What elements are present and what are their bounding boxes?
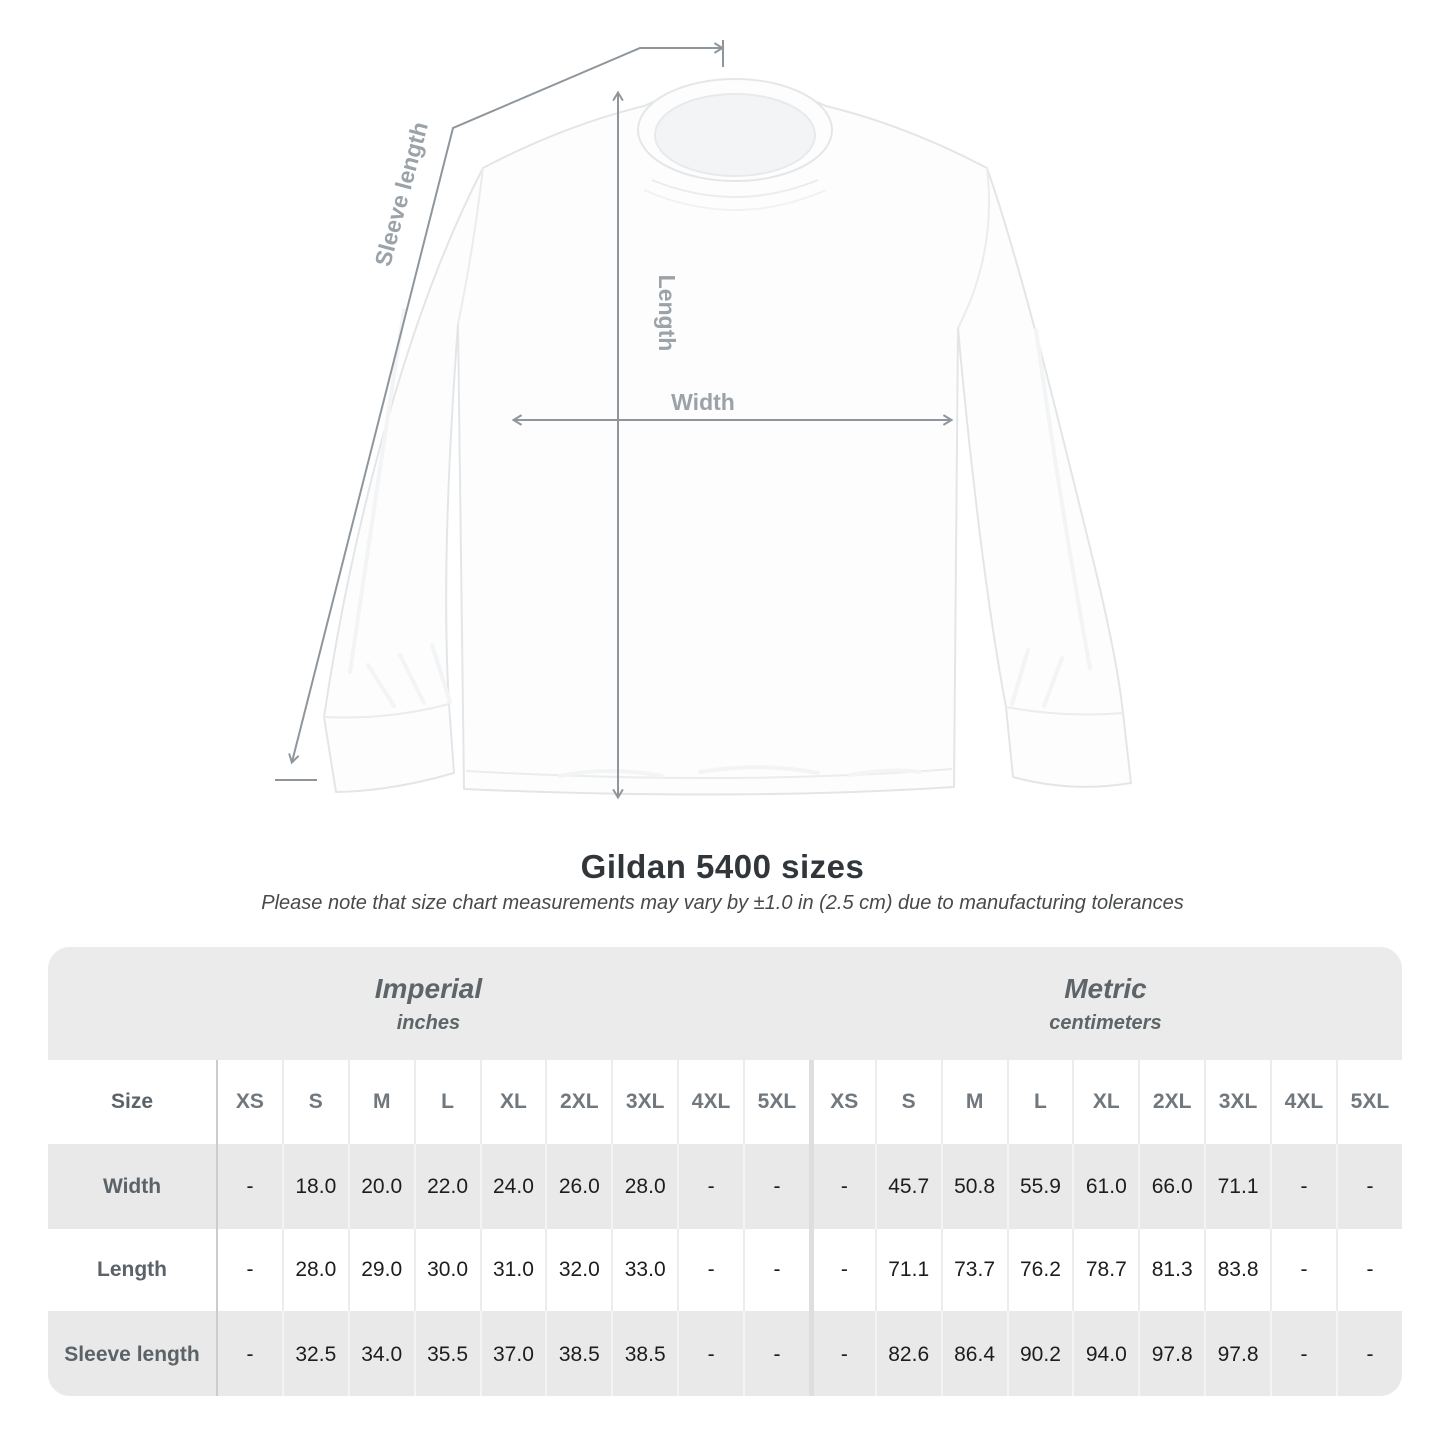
- size-value-cell: 32.0: [545, 1229, 612, 1311]
- size-value-cell: 71.1: [1204, 1144, 1270, 1229]
- size-value-cell: 33.0: [611, 1229, 678, 1311]
- size-column-header: S: [874, 1060, 941, 1144]
- size-value-cell: -: [808, 1311, 875, 1396]
- size-value-cell: -: [216, 1229, 282, 1311]
- size-value-cell: 35.5: [413, 1311, 480, 1396]
- size-value-cell: 30.0: [413, 1229, 480, 1311]
- size-value-cell: 76.2: [1006, 1229, 1073, 1311]
- size-value-cell: 97.8: [1138, 1311, 1205, 1396]
- table-row-sleeve-length: Sleeve length - 32.5 34.0 35.5 37.0 38.5…: [48, 1311, 1402, 1396]
- metric-section-header: Metric centimeters: [808, 947, 1402, 1060]
- shirt-collar: [637, 78, 833, 182]
- size-value-cell: 20.0: [347, 1144, 414, 1229]
- tolerance-note: Please note that size chart measurements…: [261, 892, 1184, 914]
- imperial-section-header: Imperial inches: [48, 947, 809, 1060]
- size-value-cell: 18.0: [281, 1144, 348, 1229]
- sleeve-length-arrow: [288, 42, 725, 765]
- length-label: Length: [654, 275, 680, 352]
- size-header-row: Size XS S M L XL 2XL 3XL 4XL 5XL XS S M …: [48, 1060, 1402, 1144]
- shirt-measurement-diagram: Sleeve length Length Width: [275, 40, 1132, 800]
- size-column-header: 3XL: [1204, 1060, 1270, 1144]
- size-value-cell: -: [216, 1144, 282, 1229]
- size-value-cell: -: [216, 1311, 282, 1396]
- size-value-cell: 66.0: [1138, 1144, 1205, 1229]
- size-value-cell: -: [677, 1144, 743, 1229]
- size-column-header: XL: [1072, 1060, 1139, 1144]
- size-value-cell: 86.4: [940, 1311, 1007, 1396]
- size-value-cell: 24.0: [479, 1144, 546, 1229]
- size-value-cell: -: [743, 1229, 809, 1311]
- size-table: Imperial inches Metric centimeters Size …: [48, 947, 1402, 1396]
- size-value-cell: -: [1270, 1144, 1336, 1229]
- size-value-cell: 55.9: [1006, 1144, 1073, 1229]
- size-value-cell: -: [1335, 1144, 1402, 1229]
- size-value-cell: 38.5: [611, 1311, 678, 1396]
- measurement-row-label: Length: [48, 1229, 216, 1311]
- size-value-cell: 61.0: [1072, 1144, 1139, 1229]
- size-value-cell: 73.7: [940, 1229, 1007, 1311]
- imperial-label: Imperial: [374, 972, 483, 1004]
- size-value-cell: 82.6: [874, 1311, 941, 1396]
- size-value-cell: 26.0: [545, 1144, 612, 1229]
- size-value-cell: -: [1335, 1311, 1402, 1396]
- size-column-header: L: [1006, 1060, 1073, 1144]
- size-column-header: S: [281, 1060, 348, 1144]
- size-value-cell: -: [743, 1311, 809, 1396]
- measurement-row-label: Width: [48, 1144, 216, 1229]
- size-column-header: M: [347, 1060, 414, 1144]
- size-value-cell: -: [808, 1144, 875, 1229]
- size-value-cell: 81.3: [1138, 1229, 1205, 1311]
- size-column-header: 2XL: [545, 1060, 612, 1144]
- size-column-header: L: [413, 1060, 480, 1144]
- size-column-header: 5XL: [743, 1060, 809, 1144]
- imperial-unit: inches: [396, 1011, 461, 1034]
- size-value-cell: 37.0: [479, 1311, 546, 1396]
- measurement-row-label: Sleeve length: [48, 1311, 216, 1396]
- table-row-width: Width - 18.0 20.0 22.0 24.0 26.0 28.0 - …: [48, 1144, 1402, 1229]
- size-column-header: XS: [216, 1060, 282, 1144]
- metric-unit: centimeters: [1049, 1011, 1162, 1034]
- size-value-cell: 28.0: [611, 1144, 678, 1229]
- size-value-cell: 97.8: [1204, 1311, 1270, 1396]
- size-value-cell: 31.0: [479, 1229, 546, 1311]
- metric-label: Metric: [1064, 972, 1147, 1004]
- size-value-cell: 45.7: [874, 1144, 941, 1229]
- size-value-cell: 32.5: [281, 1311, 348, 1396]
- size-value-cell: -: [677, 1311, 743, 1396]
- size-header: Size: [48, 1060, 216, 1144]
- size-value-cell: 50.8: [940, 1144, 1007, 1229]
- size-value-cell: -: [743, 1144, 809, 1229]
- size-column-header: 4XL: [1270, 1060, 1336, 1144]
- measurement-arrows: [275, 40, 954, 800]
- size-value-cell: -: [808, 1229, 875, 1311]
- size-column-header: 2XL: [1138, 1060, 1205, 1144]
- size-value-cell: -: [1270, 1311, 1336, 1396]
- shirt-illustration: [323, 78, 1132, 796]
- size-value-cell: 94.0: [1072, 1311, 1139, 1396]
- size-value-cell: 90.2: [1006, 1311, 1073, 1396]
- size-column-header: 3XL: [611, 1060, 678, 1144]
- width-label: Width: [671, 389, 735, 415]
- size-value-cell: 34.0: [347, 1311, 414, 1396]
- size-value-cell: 78.7: [1072, 1229, 1139, 1311]
- size-column-header: M: [940, 1060, 1007, 1144]
- size-table-card: Imperial inches Metric centimeters Size …: [48, 947, 1402, 1396]
- size-value-cell: 28.0: [281, 1229, 348, 1311]
- size-column-header: XS: [808, 1060, 875, 1144]
- size-value-cell: 22.0: [413, 1144, 480, 1229]
- size-value-cell: 83.8: [1204, 1229, 1270, 1311]
- page-title: Gildan 5400 sizes: [580, 848, 865, 885]
- size-column-header: XL: [479, 1060, 546, 1144]
- size-value-cell: -: [1270, 1229, 1336, 1311]
- size-value-cell: -: [677, 1229, 743, 1311]
- size-value-cell: 38.5: [545, 1311, 612, 1396]
- size-column-header: 4XL: [677, 1060, 743, 1144]
- size-value-cell: 29.0: [347, 1229, 414, 1311]
- table-row-length: Length - 28.0 29.0 30.0 31.0 32.0 33.0 -…: [48, 1229, 1402, 1311]
- size-value-cell: -: [1335, 1229, 1402, 1311]
- size-column-header: 5XL: [1335, 1060, 1402, 1144]
- size-value-cell: 71.1: [874, 1229, 941, 1311]
- unit-section-row: Imperial inches Metric centimeters: [48, 947, 1402, 1060]
